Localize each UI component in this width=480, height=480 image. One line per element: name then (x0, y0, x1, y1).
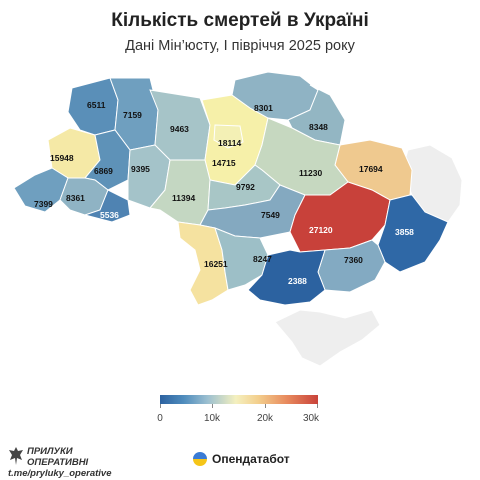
pryluky-brand: ПРИЛУКИ ОПЕРАТИВНІ t.me/pryluky_operativ… (8, 446, 117, 479)
opendatabot-logo-icon (193, 452, 207, 466)
color-scale-bar (160, 395, 318, 404)
label-zaporizhzhia: 7360 (344, 255, 363, 265)
region-crimea (274, 309, 381, 367)
label-kyiv-oblast: 18114 (218, 138, 241, 148)
tick-label-10k: 10k (203, 413, 221, 424)
label-ivano-frankivsk: 8361 (66, 193, 85, 203)
opendatabot-name: Опендатабот (212, 452, 290, 466)
label-ternopil: 6869 (94, 166, 113, 176)
tick-label-0: 0 (157, 413, 163, 424)
label-kirovohrad: 7549 (261, 210, 280, 220)
label-cherkasy: 9792 (236, 182, 255, 192)
tick-label-20k: 20k (256, 413, 274, 424)
label-zakarpattia: 7399 (34, 199, 53, 209)
pryluky-link[interactable]: t.me/pryluky_operative (8, 468, 112, 479)
label-khmelnytskyi: 9395 (131, 164, 150, 174)
label-sumy: 8348 (309, 122, 328, 132)
label-kherson: 2388 (288, 276, 307, 286)
label-kharkiv: 17694 (359, 164, 383, 174)
pryluky-name: ПРИЛУКИ ОПЕРАТИВНІ (27, 446, 89, 468)
region-donetsk (377, 194, 449, 273)
label-vinnytsia: 11394 (172, 193, 195, 203)
label-zhytomyr: 9463 (170, 124, 189, 134)
label-rivne: 7159 (123, 110, 142, 120)
label-donetsk: 3858 (395, 227, 414, 237)
label-mykolaiv: 8247 (253, 254, 272, 264)
region-chernivtsi (83, 189, 131, 223)
tick-label-30k: 30k (302, 413, 320, 424)
label-lviv: 15948 (50, 153, 74, 163)
opendatabot-brand: Опендатабот (193, 452, 290, 466)
eagle-logo-icon (9, 447, 23, 465)
label-dnipro: 27120 (309, 225, 333, 235)
tick-mark-30k (317, 404, 318, 408)
label-chernihiv: 8301 (254, 103, 273, 113)
tick-mark-10k (212, 404, 213, 408)
tick-mark-20k (265, 404, 266, 408)
label-poltava: 11230 (299, 168, 322, 178)
label-chernivtsi: 5536 (100, 210, 119, 220)
label-volyn: 6511 (87, 100, 106, 110)
label-kyiv-city: 14715 (212, 158, 236, 168)
tick-mark-0 (160, 404, 161, 408)
region-kherson (247, 249, 326, 306)
map-title: Кількість смертей в Україні (111, 10, 369, 31)
region-mykolaiv (214, 227, 269, 291)
label-odesa: 16251 (204, 259, 228, 269)
map-subtitle: Дані Мін’юсту, І півріччя 2025 року (125, 38, 355, 54)
region-kyiv-city (213, 124, 244, 149)
